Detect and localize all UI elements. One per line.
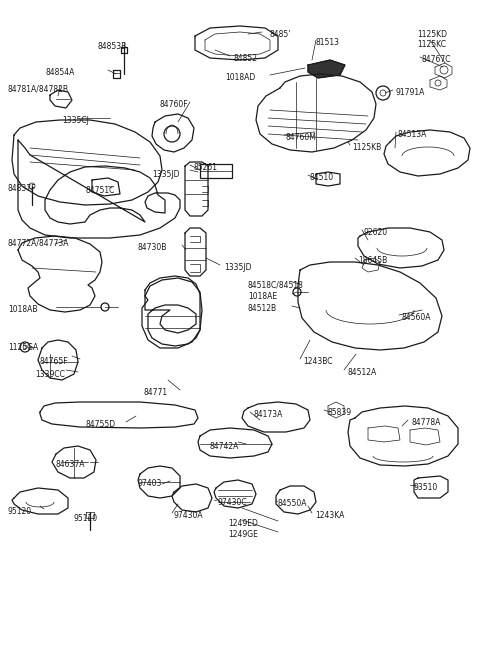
Text: 18645B: 18645B [358,256,387,265]
Text: 95110: 95110 [73,514,97,523]
Text: 1243BC: 1243BC [303,357,333,366]
Text: 1335JD: 1335JD [152,170,180,179]
Text: 97403: 97403 [138,479,162,488]
Text: 84742A: 84742A [210,442,240,451]
Text: 92620: 92620 [364,228,388,237]
Text: 84560A: 84560A [402,313,432,322]
Text: 1243KA: 1243KA [315,511,344,520]
Text: 97430A: 97430A [174,511,204,520]
Text: 93510: 93510 [413,483,437,492]
Text: 84173A: 84173A [253,410,282,419]
Text: 84637A: 84637A [55,460,84,469]
Text: 84772A/84773A: 84772A/84773A [8,238,70,247]
Text: 84767C: 84767C [422,55,452,64]
Text: 1018AB: 1018AB [8,305,37,314]
Text: 1335CJ: 1335CJ [62,116,89,125]
Text: 85839: 85839 [327,408,351,417]
Text: 84771: 84771 [144,388,168,397]
Text: 95120: 95120 [8,507,32,516]
Text: 84510: 84510 [310,173,334,182]
Text: 1125GA: 1125GA [8,343,38,352]
Polygon shape [308,60,345,78]
Text: 84853B: 84853B [97,42,127,51]
Text: 84512A: 84512A [347,368,376,377]
Text: 84760M: 84760M [286,133,317,142]
Text: 1335JD: 1335JD [224,263,252,272]
Text: 1249ED: 1249ED [228,519,258,528]
Text: 97430C: 97430C [218,498,248,507]
Text: 84837F: 84837F [8,184,36,193]
Bar [200,164,232,178]
Text: 1018AD: 1018AD [225,73,255,82]
Text: 84550A: 84550A [278,499,308,508]
Text: 84755D: 84755D [86,420,116,429]
Text: 84778A: 84778A [411,418,440,427]
Text: 84854A: 84854A [46,68,75,77]
Text: 91791A: 91791A [396,88,425,97]
Text: 1249GE: 1249GE [228,530,258,539]
Text: 84730B: 84730B [138,243,168,252]
Text: 84512B: 84512B [248,304,277,313]
Text: 1339CC: 1339CC [35,370,65,379]
Text: 1125KD: 1125KD [417,30,447,39]
Text: 1018AE: 1018AE [248,292,277,301]
Text: 8485': 8485' [270,30,291,39]
Text: 84751C: 84751C [85,186,114,195]
Text: 84765F: 84765F [40,357,69,366]
Text: 1125KC: 1125KC [417,40,446,49]
Text: 84518C/84518: 84518C/84518 [248,280,304,289]
Text: 84852: 84852 [233,54,257,63]
Text: 84781A/84782B: 84781A/84782B [8,84,69,93]
Text: 84760F: 84760F [160,100,189,109]
Text: 84513A: 84513A [398,130,427,139]
Text: 81513: 81513 [316,38,340,47]
Text: 85261: 85261 [193,163,217,172]
Text: 1125KB: 1125KB [352,143,381,152]
